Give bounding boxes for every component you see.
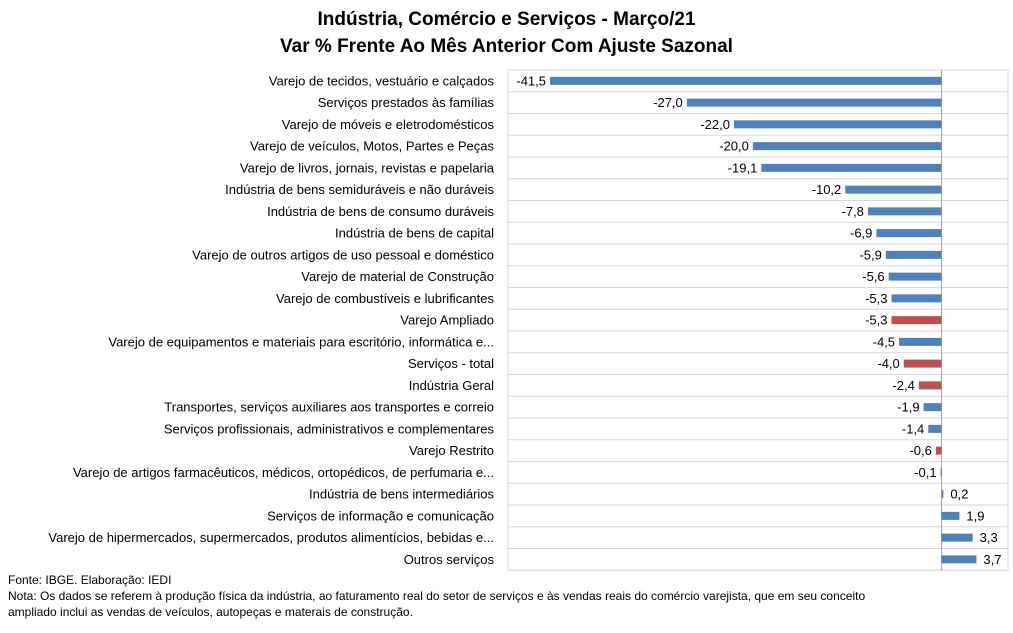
bar (941, 555, 977, 564)
bar (891, 316, 942, 325)
category-label: Indústria de bens intermediários (309, 487, 494, 502)
chart-title: Indústria, Comércio e Serviços - Março/2… (317, 9, 696, 30)
data-label: 1,9 (966, 508, 984, 523)
bar (888, 272, 942, 281)
category-label: Outros serviços (404, 552, 495, 567)
data-label: -6,9 (850, 226, 872, 241)
data-label: -0,6 (909, 443, 931, 458)
category-label: Varejo de veículos, Motos, Partes e Peça… (250, 139, 494, 154)
data-label: -5,9 (859, 247, 881, 262)
category-label: Varejo de material de Construção (301, 269, 494, 284)
category-label: Varejo de hipermercados, supermercados, … (48, 530, 494, 545)
category-label: Serviços profissionais, administrativos … (164, 421, 495, 436)
bar (928, 424, 942, 433)
chart-subtitle: Var % Frente Ao Mês Anterior Com Ajuste … (280, 36, 733, 57)
category-label: Varejo de livros, jornais, revistas e pa… (240, 160, 495, 175)
bar (941, 533, 973, 542)
category-label: Serviços - total (408, 356, 494, 371)
data-label: -10,2 (812, 182, 842, 197)
bar (903, 359, 942, 368)
category-label: Indústria de bens semiduráveis e não dur… (225, 182, 494, 197)
data-label: 0,2 (950, 487, 968, 502)
data-label: -7,8 (842, 204, 864, 219)
category-label: Serviços prestados às famílias (318, 95, 495, 110)
data-label: -1,9 (897, 400, 919, 415)
category-label: Varejo de tecidos, vestuário e calçados (269, 73, 495, 88)
bar (899, 337, 942, 346)
data-label: -5,3 (865, 313, 887, 328)
bar (550, 76, 942, 85)
category-label: Varejo Restrito (409, 443, 494, 458)
bar-chart: Varejo de tecidos, vestuário e calçados -… (48, 69, 1009, 571)
bar (935, 446, 942, 455)
data-label: -2,4 (892, 378, 914, 393)
category-label: Indústria de bens de capital (335, 226, 494, 241)
category-label: Serviços de informação e comunicação (267, 508, 494, 523)
footer-note-line-1: Nota: Os dados se referem à produção fís… (8, 589, 866, 603)
data-label: -4,0 (877, 356, 899, 371)
category-label: Indústria de bens de consumo duráveis (267, 204, 494, 219)
data-label: 3,3 (980, 530, 998, 545)
category-label: Varejo de combustíveis e lubrificantes (276, 291, 494, 306)
category-label: Varejo de equipamentos e materiais para … (108, 334, 494, 349)
bar (752, 142, 942, 151)
footer-source: Fonte: IBGE. Elaboração: IEDI (8, 573, 172, 587)
data-label: -27,0 (653, 95, 683, 110)
footer-note-line-2: ampliado inclui as vendas de veículos, a… (8, 605, 413, 619)
bar (885, 250, 942, 259)
category-label: Varejo de artigos farmacêuticos, médicos… (73, 465, 494, 480)
data-label: -5,6 (862, 269, 884, 284)
data-label: -20,0 (719, 139, 749, 154)
bar (867, 207, 942, 216)
category-label: Indústria Geral (409, 378, 494, 393)
bar (686, 98, 942, 107)
category-label: Varejo de outros artigos de uso pessoal … (192, 247, 494, 262)
data-label: -41,5 (516, 73, 546, 88)
plot-area-border (507, 69, 1009, 571)
bar (923, 403, 942, 412)
data-label: -4,5 (873, 334, 895, 349)
bar (876, 229, 942, 238)
bar (761, 163, 942, 172)
data-label: -19,1 (728, 160, 758, 175)
data-label: -0,1 (914, 465, 936, 480)
bar (891, 294, 942, 303)
bar (940, 468, 942, 477)
bar (941, 511, 960, 520)
category-label: Varejo de móveis e eletrodomésticos (282, 117, 495, 132)
bar (941, 490, 944, 499)
category-label: Varejo Ampliado (400, 313, 494, 328)
data-label: -1,4 (902, 421, 924, 436)
data-label: -5,3 (865, 291, 887, 306)
bar (733, 120, 942, 129)
bar (918, 381, 942, 390)
category-label: Transportes, serviços auxiliares aos tra… (164, 400, 494, 415)
bar (845, 185, 942, 194)
data-label: 3,7 (983, 552, 1001, 567)
data-label: -22,0 (700, 117, 730, 132)
